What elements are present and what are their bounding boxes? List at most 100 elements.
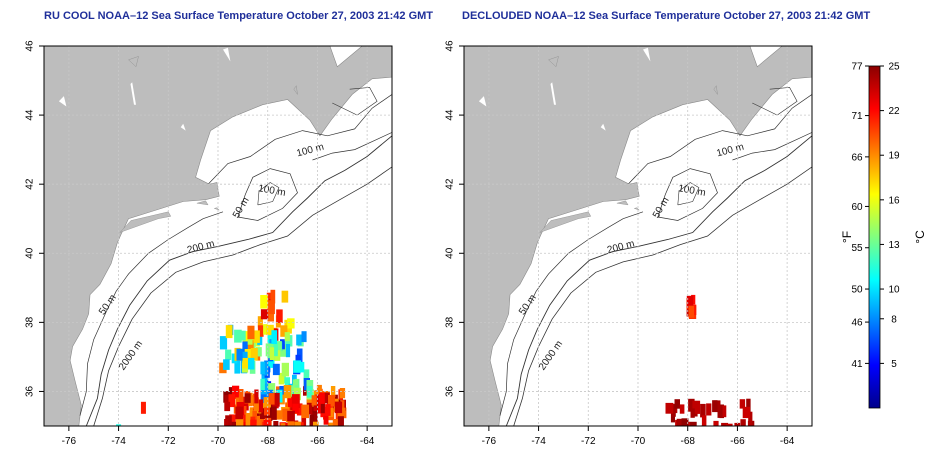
- sst-pixel: [238, 330, 246, 341]
- sst-pixel: [287, 398, 296, 408]
- sst-pixel: [271, 330, 278, 344]
- sst-pixel: [746, 398, 751, 413]
- lon-tick-label: -74: [111, 436, 126, 447]
- fahrenheit-tick-label: 60: [851, 202, 863, 213]
- sst-pixel: [238, 389, 244, 402]
- island: [539, 211, 592, 233]
- sst-pixel: [260, 378, 265, 390]
- contour-label: 100 m: [677, 183, 706, 199]
- sst-pixel: [279, 344, 288, 357]
- lon-tick-label: -64: [360, 436, 375, 447]
- sst-pixel: [292, 379, 299, 391]
- contour-200m: [85, 135, 392, 426]
- sst-pixel: [725, 423, 733, 426]
- sst-pixel: [285, 344, 291, 358]
- lat-tick-label: 46: [25, 40, 36, 52]
- sst-pixel: [323, 415, 329, 425]
- sst-pixel: [263, 397, 271, 408]
- sst-pixel: [712, 400, 718, 413]
- sst-pixel: [268, 393, 275, 405]
- sst-pixel: [295, 354, 301, 365]
- sst-pixel: [272, 363, 280, 376]
- sst-pixel: [244, 393, 251, 403]
- sst-pixel: [255, 347, 262, 357]
- grid-lines: [464, 46, 812, 426]
- lake: [130, 82, 136, 105]
- lon-tick-label: -68: [680, 436, 695, 447]
- sst-pixel: [284, 332, 290, 342]
- sst-pixel: [306, 394, 315, 407]
- sst-pixel: [242, 358, 251, 369]
- sst-pixel: [234, 360, 240, 374]
- contour-georges-bank-inner: [677, 182, 700, 206]
- sst-pixel: [253, 330, 260, 343]
- sst-pixel: [257, 316, 263, 328]
- sst-pixel: [223, 359, 230, 370]
- island: [196, 200, 209, 206]
- sst-pixel: [679, 404, 685, 414]
- sst-pixel: [284, 377, 290, 391]
- sst-pixel: [242, 422, 247, 426]
- sst-pixel: [267, 300, 275, 315]
- sst-pixel: [276, 309, 283, 323]
- sst-pixel: [692, 400, 701, 414]
- lat-tick-label: 40: [25, 247, 36, 259]
- sst-pixel: [339, 388, 346, 399]
- sst-pixel: [690, 408, 695, 418]
- lat-tick-label: 46: [445, 40, 456, 52]
- celsius-tick-label: 19: [888, 151, 900, 162]
- island: [128, 56, 139, 68]
- sst-pixel: [248, 357, 255, 370]
- lon-tick-label: -72: [581, 436, 596, 447]
- sst-pixel: [325, 404, 331, 416]
- sst-pixel: [263, 420, 271, 426]
- sst-pixel: [700, 403, 706, 418]
- celsius-axis-label: °C: [913, 230, 927, 244]
- sst-pixel: [301, 416, 307, 426]
- sst-pixel: [140, 401, 146, 414]
- sst-pixel: [260, 361, 265, 375]
- contour-scotian-inner: [752, 87, 798, 116]
- lake: [223, 47, 231, 62]
- celsius-tick-label: 10: [888, 285, 900, 296]
- sst-pixel: [249, 409, 254, 423]
- sst-pixel: [224, 419, 229, 426]
- sst-pixel: [291, 394, 300, 408]
- contour-100m: [207, 94, 392, 185]
- sst-pixel: [689, 421, 697, 426]
- contour-georges-bank: [237, 168, 298, 221]
- lake: [600, 123, 606, 131]
- sst-pixel: [225, 415, 232, 426]
- sst-pixel: [260, 309, 269, 320]
- sst-pixel: [674, 399, 680, 409]
- sst-pixel: [245, 413, 251, 426]
- contour-scotian-inner: [332, 87, 378, 116]
- fahrenheit-tick-label: 46: [851, 318, 863, 329]
- sst-pixel: [676, 418, 684, 426]
- sst-pixel: [719, 405, 727, 418]
- lon-tick-label: -64: [780, 436, 795, 447]
- contour-50m: [79, 211, 224, 416]
- sst-pixel: [288, 425, 297, 426]
- sst-pixel: [717, 405, 723, 418]
- sst-pixel: [247, 335, 253, 345]
- sst-pixel: [260, 408, 267, 419]
- lake: [58, 96, 67, 107]
- sst-pixel: [316, 384, 322, 395]
- sst-pixel: [301, 331, 307, 343]
- sst-pixel: [275, 410, 283, 420]
- sst-pixel: [271, 406, 277, 420]
- sst-pixel: [244, 349, 252, 359]
- lat-tick-label: 42: [25, 178, 36, 190]
- sst-pixel: [250, 348, 258, 361]
- sst-pixel: [319, 392, 325, 404]
- grid-lines: [44, 46, 392, 426]
- sst-pixel: [311, 412, 318, 424]
- sst-pixel: [261, 371, 269, 385]
- sst-pixel: [734, 422, 741, 426]
- contour-scotian-shelf: [312, 132, 392, 161]
- sst-pixel: [254, 389, 259, 404]
- lat-tick-label: 42: [445, 178, 456, 190]
